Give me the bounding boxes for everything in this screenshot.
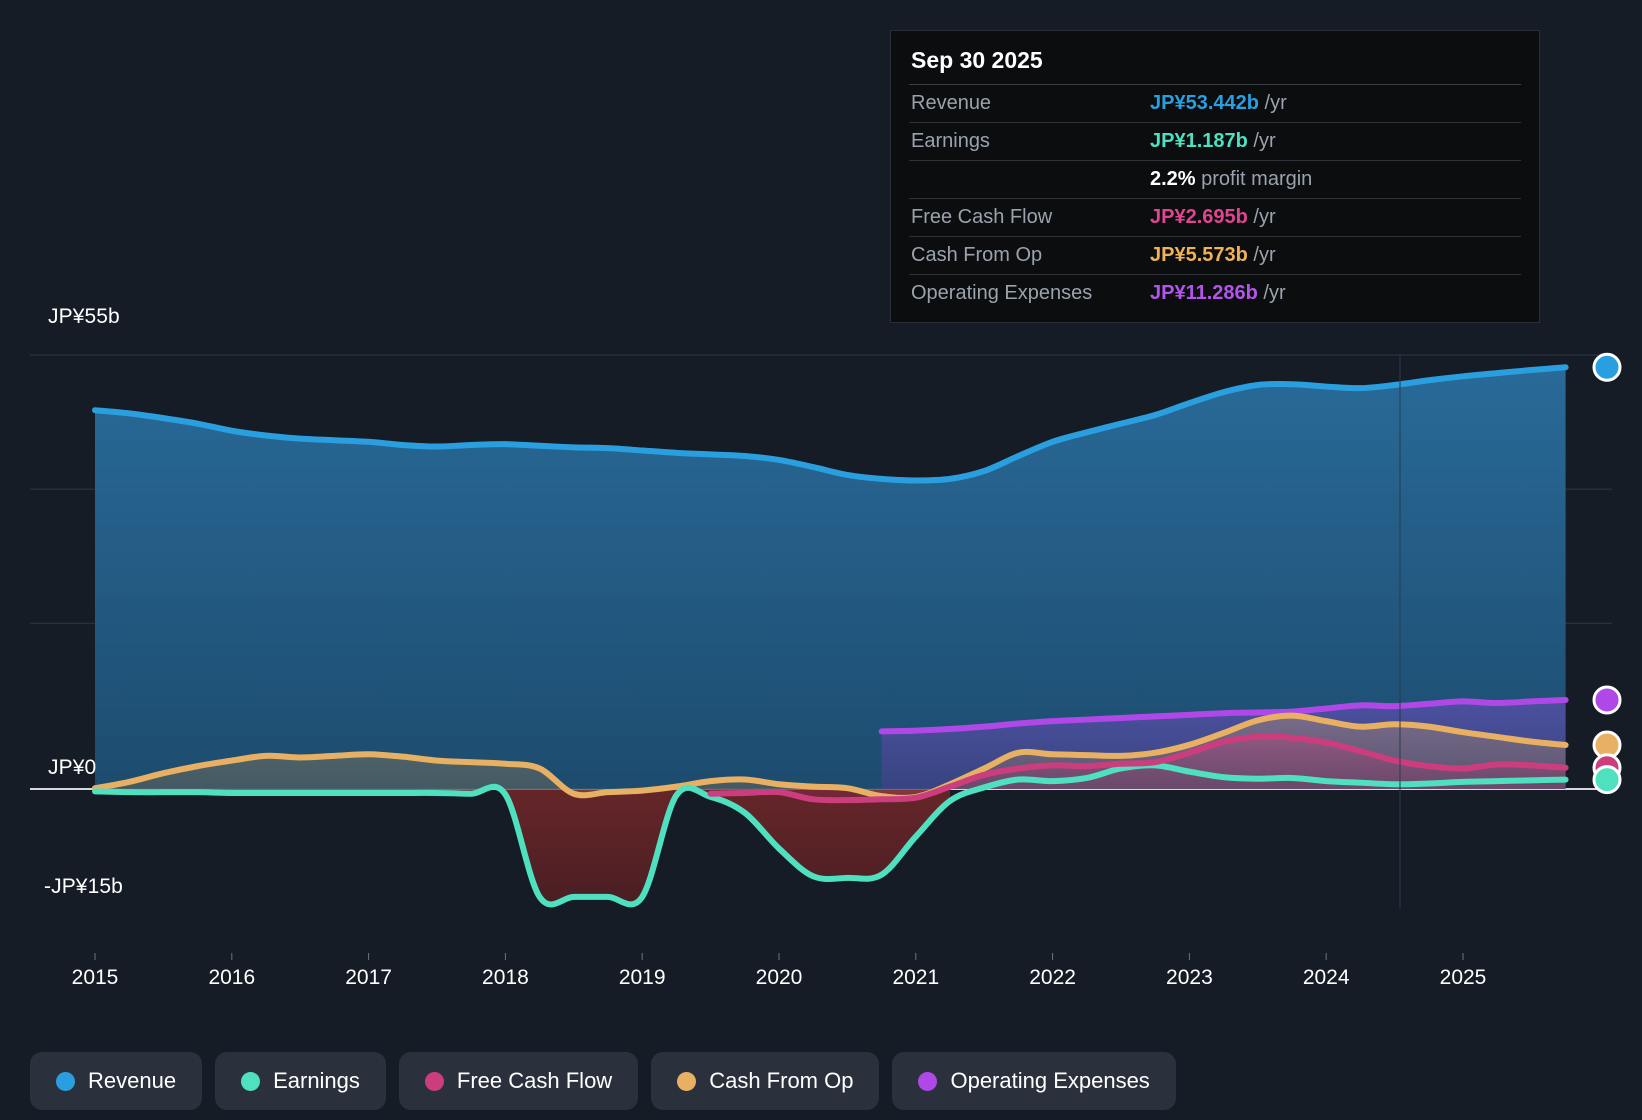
- tooltip-row-label: [909, 160, 1148, 199]
- chart-svg: [30, 352, 1622, 960]
- x-axis-tick-2024: 2024: [1302, 966, 1350, 989]
- tooltip-row-value: JP¥53.442b /yr: [1148, 84, 1521, 123]
- tooltip-row-unit: /yr: [1257, 282, 1286, 304]
- legend-item-label: Cash From Op: [709, 1068, 854, 1093]
- legend-color-dot-icon: [677, 1071, 697, 1091]
- tooltip-row-label: Earnings: [909, 122, 1148, 161]
- x-axis-tick-2017: 2017: [345, 966, 392, 989]
- x-axis-tick-2016: 2016: [208, 966, 256, 989]
- tooltip-row-amount: JP¥2.695b: [1150, 206, 1248, 228]
- legend-item-label: Revenue: [88, 1068, 177, 1093]
- tooltip-row-value: JP¥5.573b /yr: [1148, 236, 1521, 275]
- tooltip-table: Revenue JP¥53.442b /yr Earnings JP¥1.187b /…: [909, 84, 1521, 312]
- x-axis-tick-2020: 2020: [755, 966, 803, 989]
- tooltip-card: Sep 30 2025 Revenue JP¥53.442b /yr Earning…: [890, 30, 1540, 323]
- legend-item-label: Free Cash Flow: [456, 1068, 613, 1093]
- legend-color-dot-icon: [918, 1071, 938, 1091]
- tooltip-row: Cash From Op JP¥5.573b /yr: [909, 236, 1521, 275]
- tooltip-row-amount: JP¥1.187b: [1150, 130, 1248, 152]
- tooltip-row-label: Revenue: [909, 84, 1148, 123]
- legend-color-dot-icon: [424, 1071, 444, 1091]
- tooltip-row: Revenue JP¥53.442b /yr: [909, 84, 1521, 123]
- legend-item-cash-from-op[interactable]: Cash From Op: [651, 1052, 880, 1110]
- tooltip-row: Operating Expenses JP¥11.286b /yr: [909, 274, 1521, 312]
- x-axis-tick-2022: 2022: [1029, 966, 1076, 989]
- tooltip-row-unit: /yr: [1247, 206, 1276, 228]
- tooltip-row-amount: JP¥53.442b: [1150, 92, 1259, 114]
- tooltip-row-value: 2.2% profit margin: [1148, 160, 1521, 199]
- legend-color-dot-icon: [241, 1071, 261, 1091]
- x-axis: 2015 2016 2017 2018 2019 2020 2021 2022 2023 2024…: [0, 966, 1642, 1006]
- legend-item-label: Earnings: [273, 1068, 360, 1093]
- tooltip-row-label: Operating Expenses: [909, 274, 1148, 312]
- chart-legend: Revenue Earnings Free Cash Flow Cash From O…: [30, 1052, 1176, 1110]
- tooltip-row-unit: /yr: [1247, 244, 1276, 266]
- legend-item-label: Operating Expenses: [950, 1068, 1150, 1093]
- tooltip-row-label: Free Cash Flow: [909, 198, 1148, 237]
- tooltip-row-value: JP¥11.286b /yr: [1148, 274, 1521, 312]
- y-axis-label-bottom: -JP¥15b: [44, 875, 123, 898]
- tooltip-row: Free Cash Flow JP¥2.695b /yr: [909, 198, 1521, 237]
- x-axis-tick-2021: 2021: [892, 966, 940, 989]
- legend-item-revenue[interactable]: Revenue: [30, 1052, 203, 1110]
- x-axis-tick-2025: 2025: [1439, 966, 1487, 989]
- tooltip-row: 2.2% profit margin: [909, 160, 1521, 199]
- tooltip-row: Earnings JP¥1.187b /yr: [909, 122, 1521, 161]
- tooltip-row-label: Cash From Op: [909, 236, 1148, 275]
- tooltip-row-value: JP¥1.187b /yr: [1148, 122, 1521, 161]
- tooltip-row-unit: profit margin: [1195, 168, 1313, 190]
- x-axis-tick-2015: 2015: [71, 966, 119, 989]
- chart-plot-area: [30, 352, 1622, 960]
- tooltip-row-amount: 2.2%: [1150, 168, 1196, 190]
- legend-item-operating-expenses[interactable]: Operating Expenses: [892, 1052, 1176, 1110]
- tooltip-row-unit: /yr: [1247, 130, 1276, 152]
- legend-item-free-cash-flow[interactable]: Free Cash Flow: [398, 1052, 639, 1110]
- x-axis-tick-2023: 2023: [1166, 966, 1213, 989]
- tooltip-row-value: JP¥2.695b /yr: [1148, 198, 1521, 237]
- legend-color-dot-icon: [56, 1071, 75, 1091]
- tooltip-date: Sep 30 2025: [911, 47, 1043, 73]
- legend-item-earnings[interactable]: Earnings: [215, 1052, 386, 1110]
- tooltip-row-amount: JP¥5.573b: [1150, 244, 1248, 266]
- x-axis-tick-2018: 2018: [482, 966, 529, 989]
- tooltip-row-unit: /yr: [1258, 92, 1287, 114]
- x-axis-tick-2019: 2019: [618, 966, 666, 989]
- y-axis-label-zero: JP¥0: [48, 756, 97, 779]
- tooltip-row-amount: JP¥11.286b: [1150, 282, 1258, 304]
- y-axis-label-top: JP¥55b: [48, 305, 120, 328]
